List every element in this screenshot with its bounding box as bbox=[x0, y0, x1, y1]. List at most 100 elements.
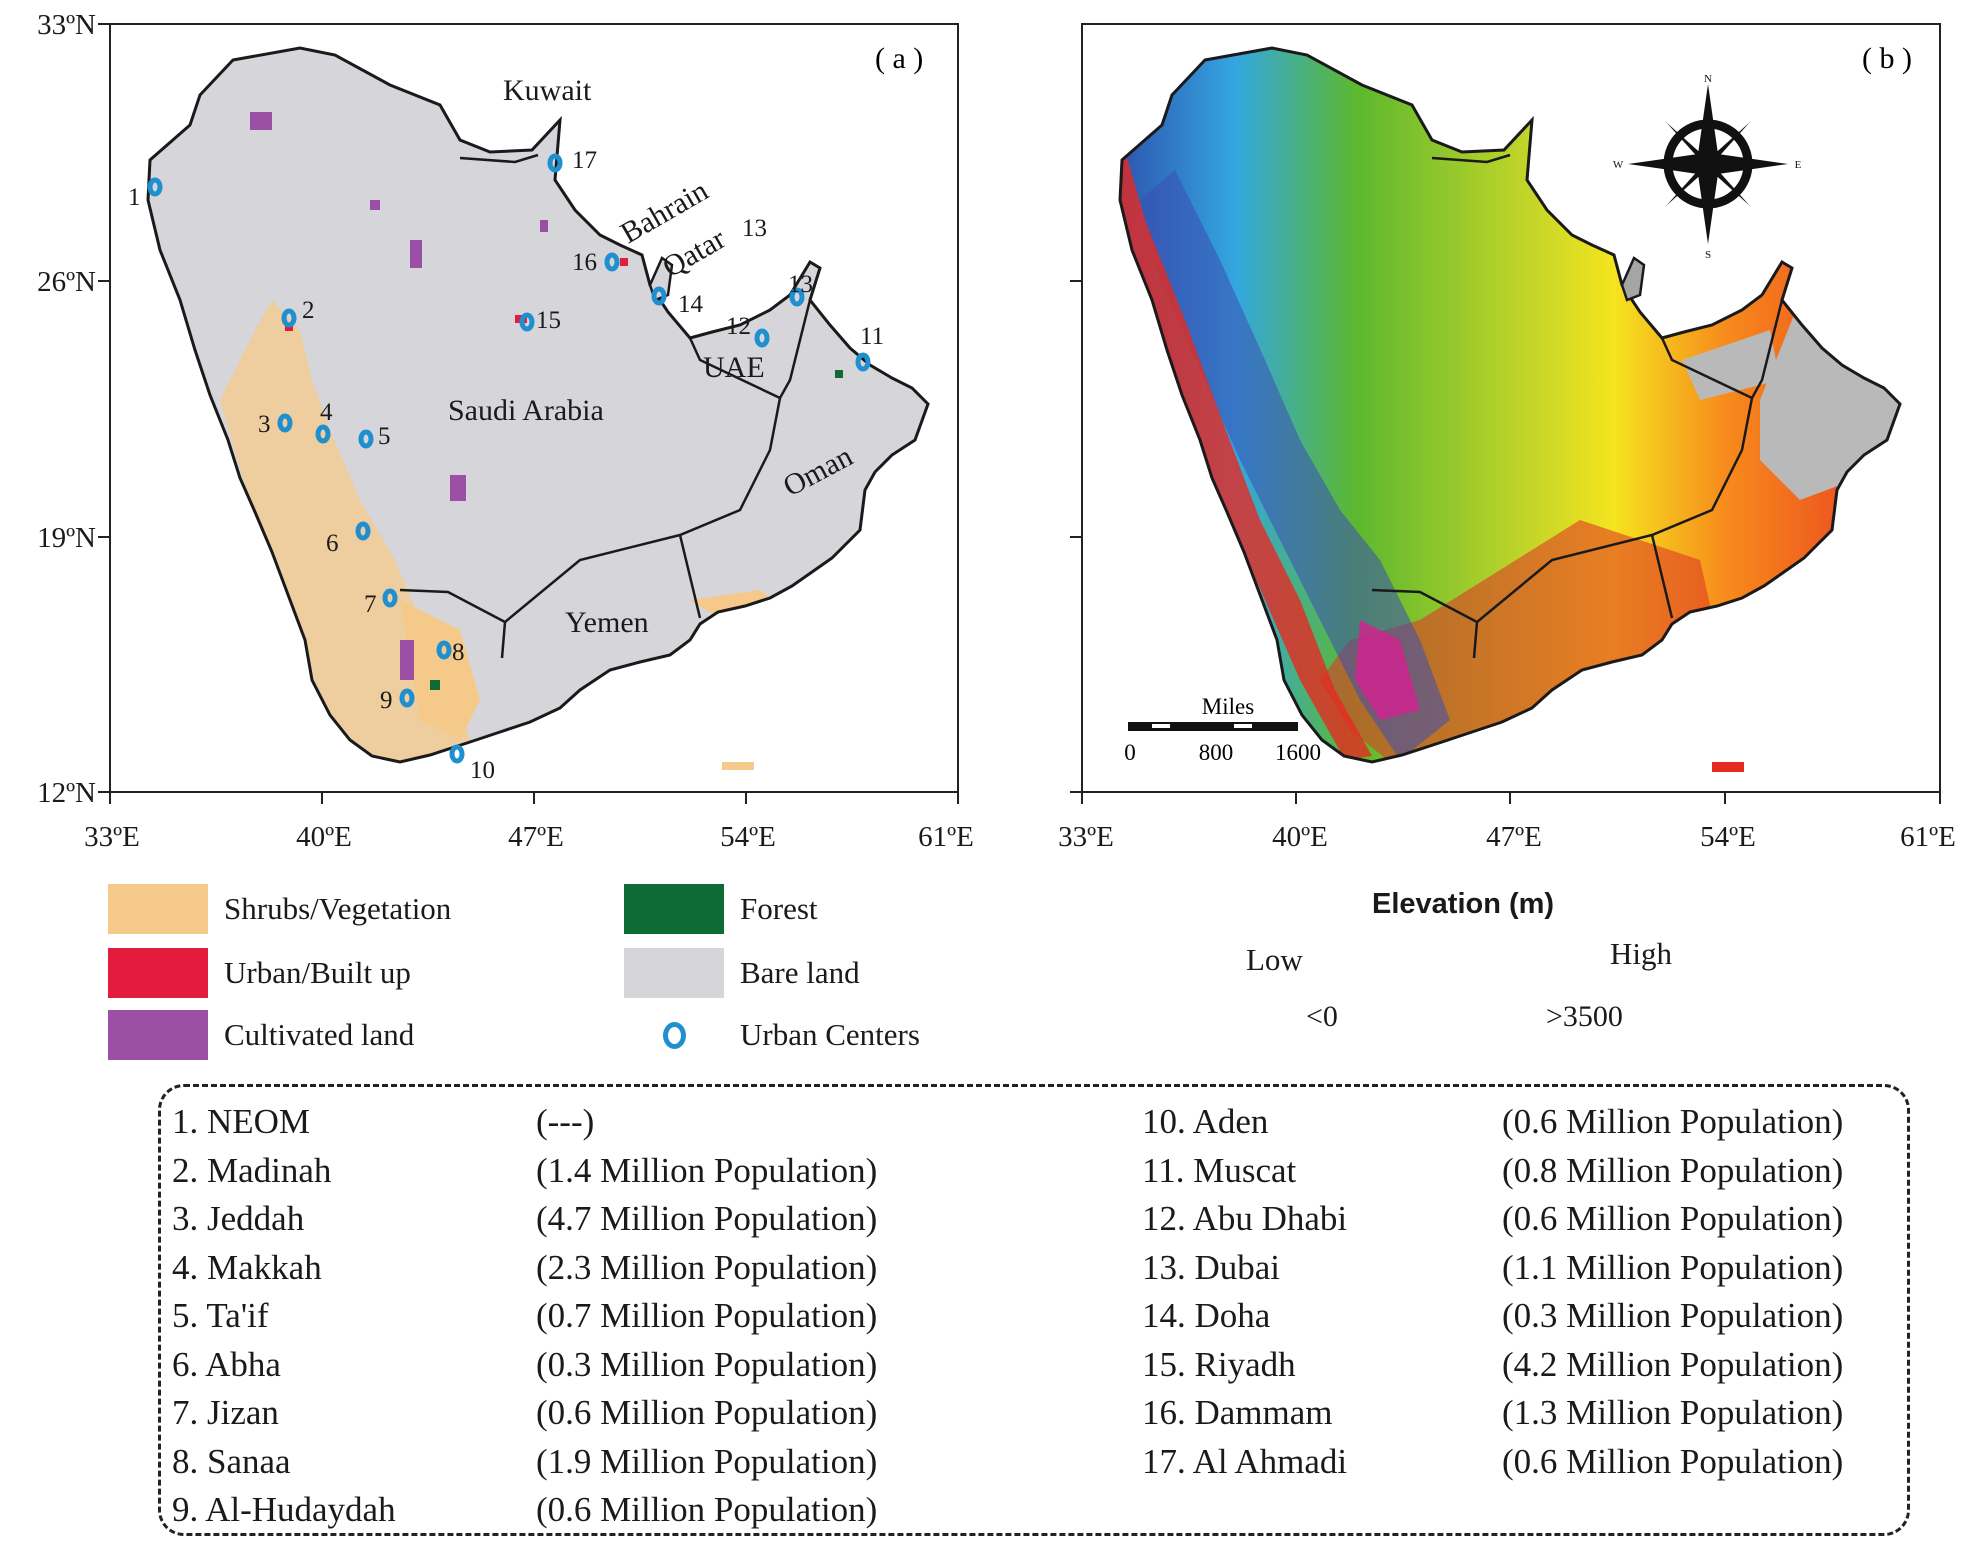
legend-bare-land: Bare land bbox=[624, 948, 860, 998]
city-population: (0.3 Million Population) bbox=[536, 1344, 878, 1384]
lon-tick-label: 47ºE bbox=[1486, 821, 1542, 853]
legend-swatch bbox=[624, 884, 724, 934]
city-population: (0.6 Million Population) bbox=[536, 1393, 878, 1432]
city-name: 7. Jizan bbox=[172, 1393, 279, 1432]
city-name: 1. NEOM bbox=[172, 1102, 311, 1141]
city-name: 8. Sanaa bbox=[172, 1441, 291, 1481]
city-name: 15. Riyadh bbox=[1142, 1344, 1296, 1384]
city-population: (4.2 Million Population) bbox=[1502, 1344, 1844, 1384]
city-number: 12 bbox=[726, 313, 751, 340]
cultivated-patch bbox=[370, 200, 380, 210]
country-label-saudi-arabia: Saudi Arabia bbox=[448, 394, 604, 427]
land-cover-map: 1 2 3 4 5 6 7 8 9 10 11 12 13 13 14 15 1… bbox=[37, 9, 974, 853]
city-number: 10 bbox=[470, 757, 495, 784]
urban-patch bbox=[620, 258, 628, 266]
city-number: 13 bbox=[742, 215, 767, 242]
lon-tick-label: 33ºE bbox=[84, 821, 140, 853]
compass-w-label: W bbox=[1613, 159, 1624, 171]
city-population: (4.7 Million Population) bbox=[536, 1199, 878, 1238]
lon-tick-label: 54ºE bbox=[720, 821, 776, 853]
city-number: 14 bbox=[678, 291, 704, 318]
lat-tick-label: 26ºN bbox=[37, 266, 96, 298]
lat-tick-label: 12ºN bbox=[37, 777, 96, 809]
city-number: 16 bbox=[572, 249, 597, 276]
legend-label: Forest bbox=[740, 891, 818, 926]
city-population: (0.6 Million Population) bbox=[1502, 1199, 1844, 1238]
country-label-kuwait: Kuwait bbox=[503, 74, 592, 107]
urban-patch bbox=[285, 325, 293, 331]
lon-tick-label: 40ºE bbox=[296, 821, 352, 853]
city-name: 5. Ta'if bbox=[172, 1296, 269, 1335]
legend-cultivated: Cultivated land bbox=[108, 1010, 414, 1060]
cultivated-patch bbox=[450, 475, 466, 501]
compass-e-label: E bbox=[1795, 159, 1802, 171]
panel-a-label: ( a ) bbox=[875, 42, 923, 75]
lon-tick-label: 33ºE bbox=[1058, 821, 1114, 853]
scale-bar-label: 800 bbox=[1199, 740, 1234, 765]
city-number: 9 bbox=[380, 687, 393, 714]
city-name: 6. Abha bbox=[172, 1344, 281, 1384]
city-population: (1.9 Million Population) bbox=[536, 1441, 878, 1481]
compass-rose-icon: N S E W bbox=[1613, 73, 1802, 261]
cultivated-patch bbox=[540, 220, 548, 232]
forest-patch bbox=[835, 370, 843, 378]
lat-tick-label: 33ºN bbox=[37, 9, 96, 41]
highland-peak bbox=[1355, 620, 1420, 720]
panel-a-ticks bbox=[98, 23, 959, 804]
city-number: 11 bbox=[860, 323, 884, 350]
legend-shrubs: Shrubs/Vegetation bbox=[108, 884, 451, 934]
city-population: (0.7 Million Population) bbox=[536, 1296, 878, 1335]
legend-swatch bbox=[108, 884, 208, 934]
city-number-labels: 1 2 3 4 5 6 7 8 9 10 11 12 13 13 14 15 1… bbox=[128, 147, 884, 784]
scale-bar: Miles 0 800 1600 bbox=[1124, 694, 1321, 765]
urban-centers-list bbox=[158, 1084, 1910, 1536]
urban-center-ring-icon bbox=[624, 1010, 724, 1060]
city-name: 10. Aden bbox=[1142, 1102, 1269, 1141]
coastal-lowland bbox=[1120, 150, 1372, 760]
legend-forest: Forest bbox=[624, 884, 818, 934]
city-number: 6 bbox=[326, 530, 339, 557]
lon-tick-label: 54ºE bbox=[1700, 821, 1756, 853]
city-name: 14. Doha bbox=[1142, 1296, 1271, 1335]
compass-s-label: S bbox=[1705, 249, 1711, 261]
legend-label: Cultivated land bbox=[224, 1017, 415, 1052]
lon-tick-label: 47ºE bbox=[508, 821, 564, 853]
city-number: 8 bbox=[452, 639, 465, 666]
city-number: 17 bbox=[572, 147, 597, 174]
elevation-high-label: High bbox=[1610, 936, 1672, 971]
legend-swatch bbox=[108, 948, 208, 998]
city-population: (0.8 Million Population) bbox=[1502, 1150, 1844, 1190]
cultivated-patch bbox=[250, 112, 272, 130]
panel-b-label: ( b ) bbox=[1862, 42, 1912, 75]
city-number: 1 bbox=[128, 184, 141, 211]
legend-urban-centers: Urban Centers bbox=[624, 1010, 920, 1060]
city-name: 3. Jeddah bbox=[172, 1199, 305, 1238]
city-population: (0.6 Million Population) bbox=[1502, 1102, 1844, 1141]
country-borders bbox=[399, 153, 812, 659]
city-number: 5 bbox=[378, 423, 391, 450]
elevation-max-label: >3500 bbox=[1546, 1000, 1623, 1033]
shrubs-area bbox=[400, 600, 480, 740]
forest-patch bbox=[430, 680, 440, 690]
city-name: 4. Makkah bbox=[172, 1247, 322, 1287]
island bbox=[722, 762, 754, 770]
city-number: 15 bbox=[536, 307, 561, 334]
elevation-legend-title: Elevation (m) bbox=[1372, 888, 1555, 920]
city-population: (1.3 Million Population) bbox=[1502, 1393, 1844, 1432]
country-borders bbox=[1371, 153, 1784, 659]
scale-bar-title: Miles bbox=[1202, 694, 1254, 719]
elevation-min-label: <0 bbox=[1306, 1000, 1338, 1033]
compass-n-label: N bbox=[1704, 73, 1712, 85]
city-population: (1.1 Million Population) bbox=[1502, 1247, 1844, 1287]
urban-center-markers bbox=[147, 153, 871, 764]
legend-swatch bbox=[108, 1010, 208, 1060]
cultivated-patch bbox=[400, 640, 414, 680]
city-number: 2 bbox=[302, 297, 315, 324]
city-name: 17. Al Ahmadi bbox=[1142, 1441, 1348, 1481]
legend-label: Urban Centers bbox=[740, 1017, 920, 1052]
city-population: (0.3 Million Population) bbox=[1502, 1296, 1844, 1335]
lat-tick-label: 19ºN bbox=[37, 522, 96, 554]
legend-label: Bare land bbox=[740, 955, 860, 990]
city-population: (0.6 Million Population) bbox=[536, 1490, 878, 1529]
shrubs-area bbox=[690, 590, 780, 618]
